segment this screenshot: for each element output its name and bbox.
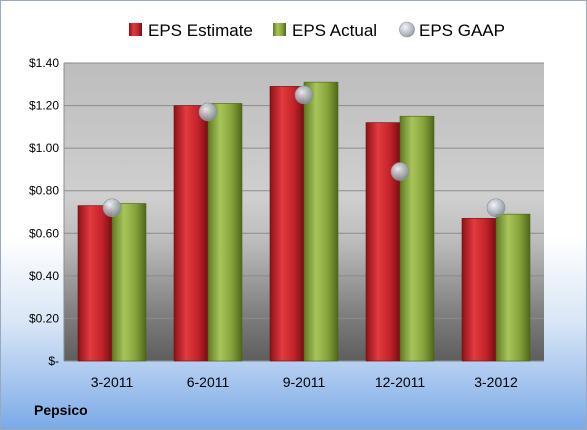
bar-eps-actual	[207, 103, 243, 362]
gaap-marker	[390, 162, 410, 181]
bar-eps-actual	[495, 213, 531, 362]
bar-eps-actual	[303, 81, 339, 362]
y-tick-label: $0.80	[29, 184, 59, 198]
legend-label: EPS GAAP	[419, 21, 505, 40]
company-label: Pepsico	[34, 402, 88, 418]
bar-eps-estimate	[365, 122, 401, 362]
x-tick-label: 9-2011	[283, 374, 326, 390]
legend-label: EPS Actual	[292, 21, 377, 40]
y-axis-ticks: $- $0.20 $0.40 $0.60 $0.80 $1.00 $1.20 $1.40	[29, 56, 59, 368]
bar-eps-estimate	[269, 86, 305, 362]
legend-label: EPS Estimate	[148, 21, 253, 40]
gaap-marker	[102, 198, 122, 218]
y-tick-label: $0.20	[29, 311, 59, 325]
y-tick-label: $1.00	[29, 141, 59, 155]
bar-eps-actual	[399, 115, 435, 362]
x-axis-labels: 3-2011 6-2011 9-2011 12-2011 3-2012	[91, 374, 518, 390]
legend-swatch	[399, 21, 415, 38]
y-tick-label: $0.60	[29, 226, 59, 240]
x-tick-label: 3-2011	[91, 374, 134, 390]
x-tick-label: 6-2011	[187, 374, 230, 390]
x-tick-label: 3-2012	[474, 374, 518, 390]
legend: EPS Estimate EPS Actual EPS GAAP	[129, 21, 505, 40]
legend-swatch	[273, 23, 286, 36]
gaap-marker	[486, 198, 506, 218]
bar-eps-estimate	[77, 205, 113, 362]
gaap-markers	[102, 85, 506, 218]
bars	[77, 81, 531, 362]
bar-eps-estimate	[461, 218, 497, 362]
gaap-marker	[294, 85, 314, 105]
x-tick-label: 12-2011	[375, 374, 426, 390]
legend-swatch	[129, 23, 142, 36]
y-tick-label: $1.20	[29, 99, 59, 113]
bar-eps-estimate	[173, 105, 209, 362]
bar-eps-actual	[111, 203, 147, 362]
y-tick-label: $1.40	[29, 56, 59, 70]
y-tick-label: $-	[48, 354, 59, 368]
gaap-marker	[198, 102, 218, 122]
y-tick-label: $0.40	[29, 269, 59, 283]
